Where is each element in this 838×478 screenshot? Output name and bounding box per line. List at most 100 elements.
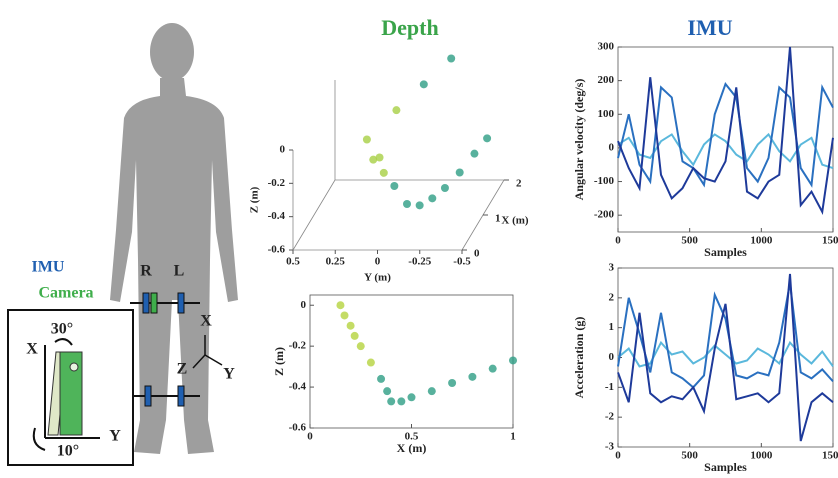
line — [617, 46, 834, 215]
x-tick-label: 1000 — [750, 450, 773, 462]
point — [427, 387, 436, 396]
y-tick-label: -0.6 — [289, 422, 307, 434]
y-tick-label: 0.5 — [286, 256, 300, 268]
x-axis-label: Samples — [704, 245, 747, 259]
y-tick-label: 300 — [598, 41, 615, 53]
point — [375, 153, 384, 162]
x-tick-label: 0 — [474, 248, 480, 260]
point — [369, 155, 378, 164]
z-tick-label: -0.2 — [268, 177, 286, 189]
y-tick-label: -200 — [594, 209, 615, 221]
x-tick-label: 0 — [615, 450, 621, 462]
point — [379, 168, 388, 177]
x-tick-label: 0 — [307, 431, 313, 443]
line — [617, 340, 834, 368]
point — [390, 182, 399, 190]
axis-x-label: X — [200, 313, 212, 330]
point — [383, 387, 392, 396]
x-tick-label: 1500 — [822, 450, 838, 462]
point — [509, 356, 517, 365]
z-tick-label: -0.4 — [268, 210, 286, 222]
axis-z-label: Z — [177, 361, 188, 378]
z-axis-label: Z (m) — [249, 186, 261, 213]
body-axes — [192, 335, 223, 369]
line — [617, 282, 834, 389]
y-tick-label: 3 — [609, 262, 615, 274]
point — [440, 184, 449, 192]
x-tick-label: 0 — [615, 235, 621, 247]
y-tick-label: 0 — [301, 299, 307, 311]
point — [387, 397, 396, 406]
point — [483, 134, 492, 143]
body-silhouette — [110, 23, 238, 454]
y-axis-label: Y (m) — [364, 272, 391, 284]
left-label: L — [174, 263, 185, 280]
x-tick-label: 2 — [516, 178, 522, 190]
point — [470, 149, 479, 158]
point — [346, 321, 355, 330]
right-label: R — [140, 263, 152, 280]
y-tick-label: -100 — [594, 175, 615, 187]
axis-edge — [292, 179, 336, 251]
y-tick-label: -0.4 — [289, 381, 307, 393]
imu-label: IMU — [32, 259, 65, 276]
x-axis-label: X (m) — [501, 215, 529, 227]
point — [419, 80, 428, 89]
plot-frame — [617, 267, 834, 448]
y-tick-label: 2 — [609, 291, 615, 303]
plot-frame — [309, 294, 514, 429]
chart-title: Depth — [381, 15, 438, 40]
point — [403, 200, 411, 208]
sensors — [130, 292, 200, 407]
y-tick-label: 0 — [609, 351, 615, 363]
y-axis-label: Acceleration (g) — [572, 317, 586, 399]
x-tick-label: 1500 — [822, 235, 838, 247]
y-tick-label: -2 — [605, 411, 615, 423]
y-tick-label: 0 — [609, 141, 615, 153]
x-tick-label: 1000 — [750, 235, 773, 247]
point — [340, 311, 349, 320]
point — [455, 168, 464, 177]
point — [447, 54, 456, 63]
point — [356, 342, 365, 351]
inset-camera — [32, 338, 100, 451]
y-tick-label: 200 — [598, 74, 615, 86]
inset-roll: 10° — [57, 443, 79, 460]
line — [617, 81, 834, 188]
point — [377, 374, 386, 383]
y-tick-label: 0.25 — [326, 256, 346, 268]
line — [617, 273, 834, 442]
point — [350, 331, 359, 340]
z-tick-label: -0.6 — [268, 244, 286, 256]
point — [397, 397, 406, 406]
point — [428, 194, 437, 203]
y-tick-label: -3 — [605, 441, 615, 453]
x-axis-label: X (m) — [397, 441, 427, 455]
y-axis-label: Z (m) — [272, 347, 286, 376]
z-tick-label: 0 — [280, 144, 286, 156]
inset-y: Y — [109, 428, 121, 445]
y-tick-label: -1 — [605, 381, 614, 393]
point — [336, 301, 345, 310]
x-tick-label: 1 — [495, 213, 501, 225]
y-tick-label: -0.25 — [408, 256, 431, 268]
x-tick-label: 1 — [510, 431, 516, 443]
inset-x: X — [26, 341, 38, 358]
y-tick-label: 100 — [598, 108, 615, 120]
point — [415, 201, 424, 210]
x-tick-label: 500 — [681, 235, 698, 247]
axis-y-label: Y — [223, 366, 235, 383]
inset-pitch: 30° — [51, 321, 73, 338]
point — [392, 106, 401, 115]
point — [448, 378, 457, 387]
point — [362, 135, 371, 144]
y-tick-label: 0 — [375, 256, 381, 268]
y-axis-label: Angular velocity (deg/s) — [572, 79, 586, 201]
point — [366, 358, 375, 367]
point — [407, 393, 416, 402]
y-tick-label: -0.5 — [453, 256, 471, 268]
point — [488, 364, 497, 373]
x-tick-label: 0.5 — [405, 431, 419, 443]
y-tick-label: -0.2 — [289, 340, 307, 352]
